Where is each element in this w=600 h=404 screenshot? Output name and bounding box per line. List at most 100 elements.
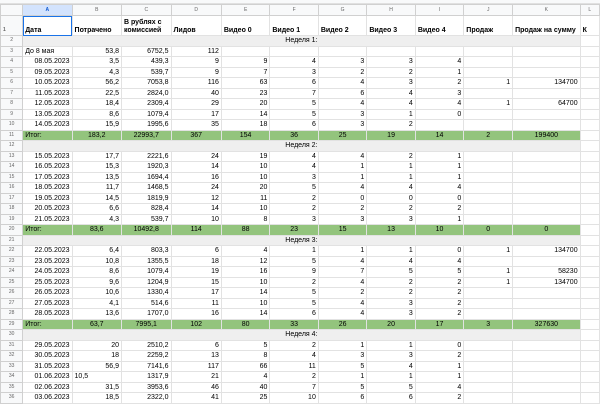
cell[interactable]: 1995,6 — [121, 119, 172, 131]
cell[interactable]: 22993,7 — [121, 129, 172, 141]
column-header-L[interactable]: L — [579, 4, 600, 16]
column-header-G[interactable]: G — [317, 4, 368, 16]
cell[interactable]: 88 — [220, 224, 271, 236]
cell[interactable] — [579, 108, 600, 120]
cell[interactable]: 1079,4 — [121, 108, 172, 120]
cell[interactable]: 4 — [317, 182, 368, 194]
cell[interactable] — [579, 45, 600, 57]
cell[interactable]: 11,7 — [71, 182, 123, 194]
column-header-I[interactable]: I — [414, 4, 465, 16]
cell[interactable] — [512, 171, 581, 183]
cell[interactable]: 514,6 — [121, 297, 172, 309]
cell[interactable]: 10,8 — [71, 255, 123, 267]
cell[interactable]: 8,6 — [71, 266, 123, 278]
cell[interactable]: 2 — [269, 339, 319, 351]
cell[interactable]: 1707,0 — [121, 308, 172, 320]
cell[interactable]: 4 — [366, 360, 416, 372]
cell[interactable]: 18 — [71, 350, 123, 362]
cell[interactable]: 1 — [366, 245, 416, 257]
cell[interactable]: 14 — [220, 308, 271, 320]
cell[interactable]: 2 — [366, 150, 416, 162]
cell[interactable] — [512, 45, 581, 57]
cell[interactable]: 20 — [366, 318, 416, 330]
cell[interactable]: 22,5 — [71, 87, 123, 99]
cell[interactable]: 2322,0 — [121, 392, 172, 404]
cell[interactable] — [463, 171, 514, 183]
cell[interactable] — [463, 66, 514, 78]
cell[interactable]: 18,5 — [71, 392, 123, 404]
cell[interactable] — [512, 287, 581, 299]
cell[interactable]: 13 — [366, 224, 416, 236]
cell[interactable]: 80 — [220, 318, 271, 330]
cell[interactable]: 3 — [317, 350, 368, 362]
cell[interactable]: 13.05.2023 — [22, 108, 73, 120]
cell[interactable] — [463, 213, 514, 225]
row-header[interactable]: 9 — [0, 108, 24, 120]
cell[interactable] — [579, 87, 600, 99]
cell[interactable] — [579, 329, 600, 341]
cell[interactable]: 20 — [220, 182, 271, 194]
cell[interactable]: 10492,8 — [121, 224, 172, 236]
row-header[interactable]: 13 — [0, 150, 24, 162]
cell[interactable]: 3 — [366, 213, 416, 225]
cell[interactable]: 6,6 — [71, 203, 123, 215]
cell[interactable] — [579, 308, 600, 320]
row-header[interactable]: 15 — [0, 171, 24, 183]
header-cell[interactable]: Видео 1 — [269, 15, 319, 36]
cell[interactable]: 22.05.2023 — [22, 245, 73, 257]
cell[interactable]: 4 — [317, 98, 368, 110]
row-header[interactable]: 5 — [0, 66, 24, 78]
cell[interactable]: 8 — [220, 350, 271, 362]
cell[interactable]: 6 — [366, 392, 416, 404]
cell[interactable]: 1 — [366, 161, 416, 173]
cell[interactable] — [463, 297, 514, 309]
cell[interactable]: 367 — [170, 129, 222, 141]
cell[interactable] — [579, 371, 600, 383]
cell[interactable] — [512, 381, 581, 393]
header-cell[interactable]: Видео 2 — [317, 15, 368, 36]
cell[interactable] — [512, 297, 581, 309]
cell[interactable] — [579, 56, 600, 68]
cell[interactable]: 6 — [317, 87, 368, 99]
cell[interactable]: 29 — [170, 98, 222, 110]
cell[interactable]: 0 — [366, 192, 416, 204]
cell[interactable]: 17 — [170, 287, 222, 299]
cell[interactable]: 0 — [463, 224, 514, 236]
cell[interactable]: 7 — [220, 66, 271, 78]
cell[interactable]: 3 — [269, 213, 319, 225]
cell[interactable]: 439,3 — [121, 56, 172, 68]
cell[interactable]: 4 — [366, 182, 416, 194]
cell[interactable]: 10,6 — [71, 287, 123, 299]
cell[interactable]: 15 — [170, 276, 222, 288]
cell[interactable]: 9 — [170, 56, 222, 68]
cell[interactable]: 4 — [317, 276, 368, 288]
row-header[interactable]: 33 — [0, 360, 24, 372]
cell[interactable]: 539,7 — [121, 213, 172, 225]
cell[interactable]: 14 — [170, 161, 222, 173]
cell[interactable]: 20 — [220, 98, 271, 110]
week-label[interactable]: Неделя 3: — [22, 234, 581, 246]
row-header[interactable]: 17 — [0, 192, 24, 204]
cell[interactable] — [463, 360, 514, 372]
cell[interactable] — [512, 360, 581, 372]
header-cell[interactable]: Потрачено — [71, 15, 123, 36]
row-header[interactable]: 27 — [0, 297, 24, 309]
cell[interactable]: 5 — [269, 182, 319, 194]
cell[interactable]: 17.05.2023 — [22, 171, 73, 183]
cell[interactable] — [366, 45, 416, 57]
cell[interactable] — [414, 119, 465, 131]
cell[interactable]: 5 — [269, 108, 319, 120]
row-header[interactable]: 8 — [0, 98, 24, 110]
cell[interactable]: 10 — [269, 392, 319, 404]
cell[interactable]: 4 — [366, 87, 416, 99]
cell[interactable] — [579, 392, 600, 404]
cell[interactable]: 1 — [463, 276, 514, 288]
cell[interactable]: 2 — [463, 129, 514, 141]
cell[interactable]: 23.05.2023 — [22, 255, 73, 267]
cell[interactable]: 539,7 — [121, 66, 172, 78]
cell[interactable]: 21.05.2023 — [22, 213, 73, 225]
cell[interactable] — [220, 45, 271, 57]
cell[interactable]: 7995,1 — [121, 318, 172, 330]
cell[interactable]: 19.05.2023 — [22, 192, 73, 204]
cell[interactable]: 134700 — [512, 245, 581, 257]
